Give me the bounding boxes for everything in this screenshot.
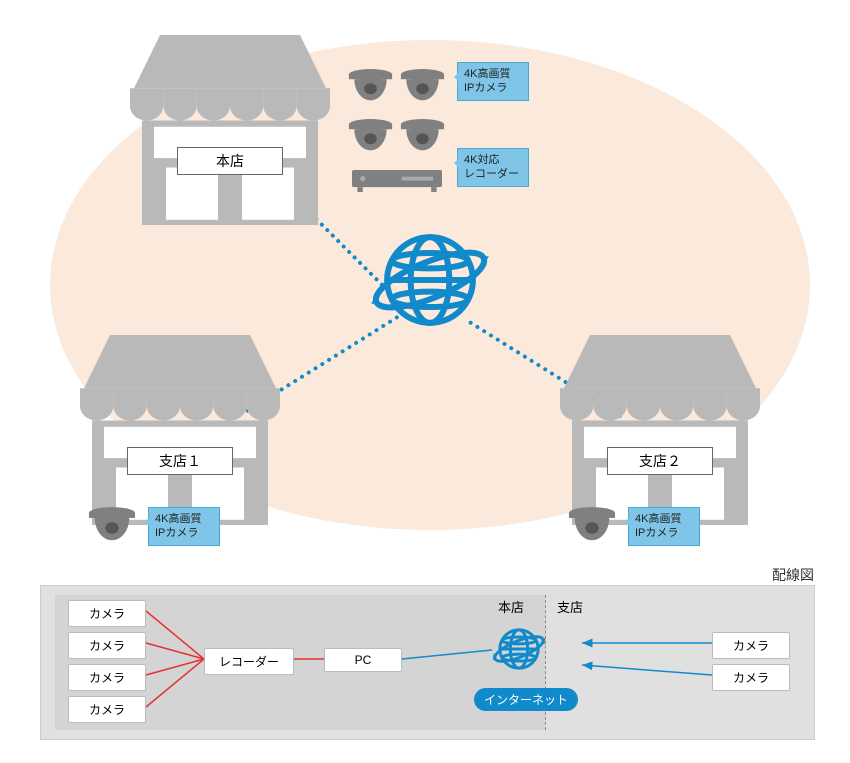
globe-icon [365,215,495,350]
recorder-icon [352,170,442,197]
wiring-camera-box: カメラ [68,696,146,723]
store-branch1 [80,335,280,530]
callout-label: 4K高画質IPカメラ [457,62,529,101]
wiring-camera-box: カメラ [68,664,146,691]
internet-pill: インターネット [474,688,578,711]
wiring-pc-box: PC [324,648,402,672]
dome-camera-icon [400,67,445,106]
store-label-main: 本店 [177,147,283,175]
wiring-camera-box: カメラ [712,632,790,659]
wiring-camera-box: カメラ [68,632,146,659]
wiring-camera-box: カメラ [68,600,146,627]
store-label-branch2: 支店２ [607,447,713,475]
store-label-branch1: 支店１ [127,447,233,475]
dome-camera-icon [348,67,393,106]
callout-label: 4K対応レコーダー [457,148,529,187]
wiring-title: 配線図 [772,565,814,585]
wiring-recorder-box: レコーダー [204,648,294,675]
wiring-section-label: 本店 [498,597,524,616]
store-main [130,35,330,230]
dome-camera-icon [400,117,445,156]
diagram-canvas: 本店 支店１ 支店２ [0,0,850,763]
dome-camera-icon [348,117,393,156]
wiring-section-label: 支店 [557,597,583,616]
callout-label: 4K高画質IPカメラ [148,507,220,546]
callout-label: 4K高画質IPカメラ [628,507,700,546]
store-branch2 [560,335,760,530]
wiring-camera-box: カメラ [712,664,790,691]
dome-camera-icon [88,505,136,546]
dome-camera-icon [568,505,616,546]
globe-icon [490,620,548,683]
